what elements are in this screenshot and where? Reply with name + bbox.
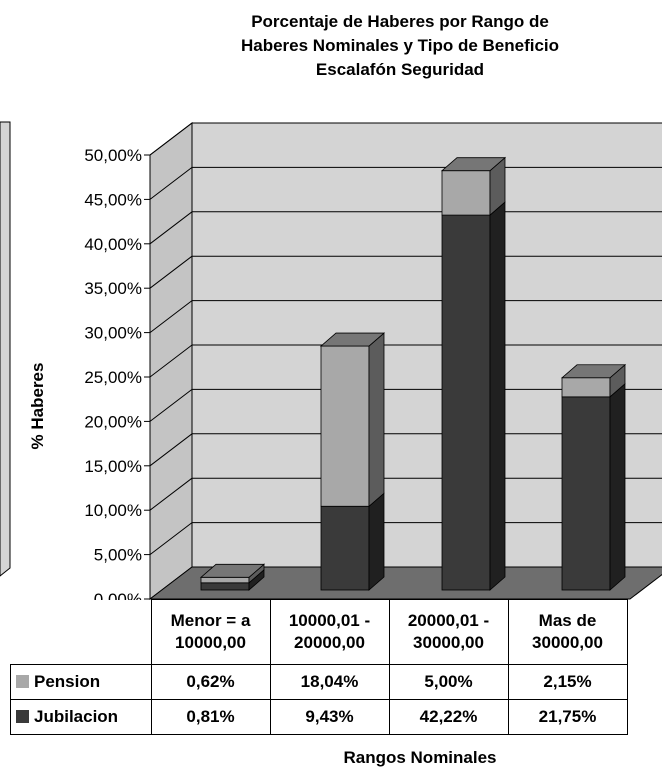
- gridline-side: [149, 122, 193, 156]
- bar-side-jubilacion: [489, 201, 506, 591]
- gridline-side: [149, 389, 193, 422]
- data-label-pension: 18,04%: [269, 664, 390, 700]
- gridline-side: [149, 344, 193, 378]
- chart-title-line-3: Escalafón Seguridad: [315, 60, 485, 79]
- gridline-side: [149, 433, 193, 467]
- x-axis-label: Rangos Nominales: [343, 748, 497, 767]
- table-category-header: Mas de 30000,00: [507, 599, 628, 665]
- gridline-side: [149, 255, 193, 289]
- bar-jubilacion: [200, 582, 250, 591]
- y-tick-label: 25,00%: [84, 368, 142, 387]
- legend-swatch-jubilacion: [16, 710, 29, 723]
- bar-top: [560, 364, 627, 379]
- gridline-side: [149, 477, 193, 511]
- table-category-header: Menor = a 10000,00: [150, 599, 271, 665]
- bar-jubilacion: [561, 396, 611, 591]
- table-category-header: 20000,01 -30000,00: [388, 599, 509, 665]
- bar-side-jubilacion: [609, 382, 626, 591]
- bar-top: [319, 332, 386, 347]
- data-label-pension: 5,00%: [388, 664, 509, 700]
- chart-title-line-1: Porcentaje de Haberes por Rango de: [251, 12, 549, 31]
- gridline-side: [149, 300, 193, 333]
- gridline-side: [149, 522, 193, 555]
- bar-side-pension: [368, 332, 385, 508]
- y-tick-label: 45,00%: [84, 190, 142, 209]
- table-corner: [10, 599, 152, 665]
- bar-pension: [441, 170, 491, 216]
- chart-title-line-2: Haberes Nominales y Tipo de Beneficio: [240, 36, 560, 55]
- y-tick-label: 5,00%: [94, 546, 142, 565]
- table-row-jubilacion: Jubilacion 0,81% 9,43% 42,22% 21,75%: [10, 699, 628, 735]
- y-tick-label: 20,00%: [84, 412, 142, 431]
- bar-jubilacion: [320, 505, 370, 591]
- bar-pension: [320, 345, 370, 507]
- bar-pension: [200, 576, 250, 584]
- bar-top: [440, 157, 507, 172]
- table-category-header: 10000,01 -20000,00: [269, 599, 390, 665]
- chart-title: Porcentaje de Haberes por Rango de Haber…: [130, 10, 662, 82]
- y-tick-label: 40,00%: [84, 235, 142, 254]
- bar-pension: [561, 377, 611, 398]
- gridline-side: [149, 167, 193, 200]
- data-table: Menor = a 10000,00 10000,01 -20000,00 200…: [10, 599, 628, 735]
- back-wall-panel: [0, 121, 11, 577]
- y-tick-label: 30,00%: [84, 324, 142, 343]
- bar-side-jubilacion: [368, 492, 385, 591]
- chart-plot: 0,00% 5,00% 10,00% 15,00% 20,00% 25,00% 30,00%…: [0, 121, 662, 600]
- data-label-jubilacion: 42,22%: [388, 699, 509, 735]
- y-tick-label: 0,00%: [94, 590, 142, 600]
- legend-entry-jubilacion: Jubilacion: [10, 699, 152, 735]
- data-label-jubilacion: 9,43%: [269, 699, 390, 735]
- bar-top: [199, 563, 266, 578]
- table-row-pension: Pension 0,62% 18,04% 5,00% 2,15%: [10, 664, 628, 700]
- y-axis-label: % Haberes: [28, 362, 47, 450]
- y-tick-label: 50,00%: [84, 146, 142, 165]
- data-label-jubilacion: 0,81%: [150, 699, 271, 735]
- gridline-side: [149, 211, 193, 245]
- bar-jubilacion: [441, 214, 491, 591]
- y-tick-label: 35,00%: [84, 279, 142, 298]
- data-label-jubilacion: 21,75%: [507, 699, 628, 735]
- data-label-pension: 2,15%: [507, 664, 628, 700]
- data-label-pension: 0,62%: [150, 664, 271, 700]
- y-tick-label: 10,00%: [84, 501, 142, 520]
- legend-swatch-pension: [16, 675, 29, 688]
- legend-entry-pension: Pension: [10, 664, 152, 700]
- y-tick-label: 15,00%: [84, 457, 142, 476]
